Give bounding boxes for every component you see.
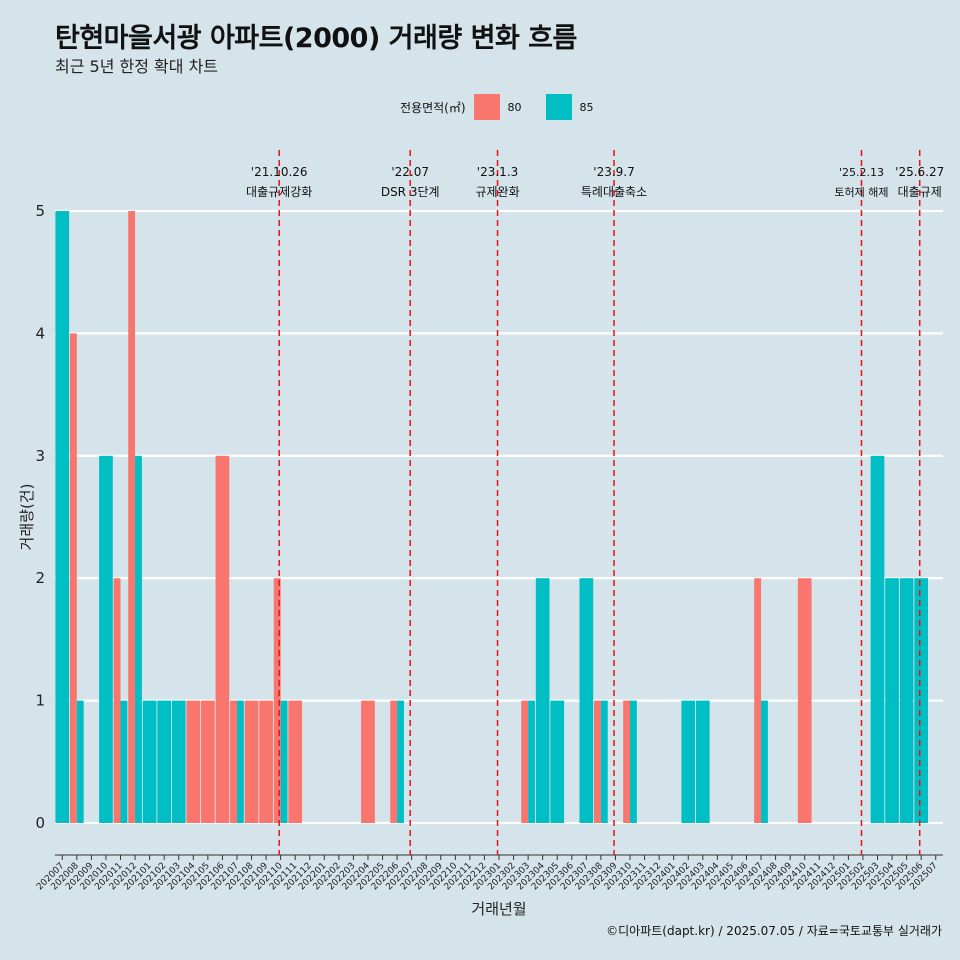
bar-85-202010: [99, 455, 113, 823]
chart-title: 탄현마을서광 아파트(2000) 거래량 변화 흐름: [55, 23, 577, 54]
event-label-3: 특례대출축소: [581, 185, 647, 199]
event-date-3: '23.9.7: [593, 165, 634, 179]
x-axis-title: 거래년월: [471, 900, 526, 918]
event-label-0: 대출규제강화: [246, 185, 312, 199]
legend-label-85: 85: [579, 100, 594, 114]
bar-85-202504: [885, 578, 899, 823]
bar-80-202110: [273, 578, 281, 823]
bar-80-202407: [754, 578, 762, 823]
bar-80-202206: [390, 700, 398, 823]
legend: 전용면적(㎡) 80 85: [400, 93, 618, 121]
bar-80-202104: [186, 700, 201, 823]
y-tick-label: 5: [35, 202, 45, 220]
bar-80-202204: [361, 700, 375, 823]
bar-80-202105: [201, 700, 215, 823]
event-date-2: '23.1.3: [477, 165, 518, 179]
y-tick-label: 1: [35, 692, 45, 710]
bar-80-202410: [797, 578, 812, 823]
bar-85-202303: [528, 700, 535, 823]
bar-85-202402: [681, 700, 696, 823]
bar-85-202305: [550, 700, 565, 823]
bar-85-202011: [120, 700, 128, 823]
bar-85-202206: [397, 700, 404, 823]
event-date-0: '21.10.26: [251, 165, 308, 179]
event-date-4: '25.2.13: [839, 166, 884, 179]
bar-85-202007: [55, 211, 70, 823]
bar-80-202108: [244, 700, 259, 823]
event-label-2: 규제완화: [475, 185, 519, 199]
legend-swatch-85: [545, 94, 572, 120]
bar-80-202308: [594, 700, 601, 823]
bar-85-202110: [280, 700, 288, 823]
bar-85-202012: [135, 455, 142, 823]
y-tick-label: 4: [35, 324, 45, 342]
event-label-4: 토허제 해제: [834, 185, 888, 199]
legend-swatch-80: [473, 94, 500, 120]
bar-85-202403: [695, 700, 710, 823]
bar-85-202310: [630, 700, 637, 823]
legend-title: 전용면적(㎡): [400, 100, 466, 115]
bar-85-202102: [157, 700, 172, 823]
bar-80-202011: [113, 578, 121, 823]
bar-80-202107: [230, 700, 237, 823]
chart-subtitle: 최근 5년 한정 확대 차트: [55, 57, 219, 76]
bar-85-202503: [870, 455, 885, 823]
bar-80-202303: [521, 700, 529, 823]
y-tick-label: 0: [35, 814, 45, 832]
bar-80-202109: [259, 700, 273, 823]
bar-80-202008: [69, 333, 77, 823]
bar-80-202012: [128, 211, 136, 823]
y-axis-title: 거래량(건): [18, 484, 36, 551]
event-date-5: '25.6.27: [895, 165, 944, 179]
bar-85-202304: [535, 578, 550, 823]
bar-85-202506: [914, 578, 929, 823]
bar-85-202407: [761, 700, 768, 823]
bar-85-202107: [236, 700, 244, 823]
bar-85-202008: [76, 700, 84, 823]
bar-80-202111: [288, 700, 303, 823]
bar-85-202101: [142, 700, 157, 823]
source-caption: ©디아파트(dapt.kr) / 2025.07.05 / 자료=국토교통부 실…: [606, 924, 942, 938]
y-tick-label: 2: [35, 569, 45, 587]
event-date-1: '22.07: [391, 165, 429, 179]
legend-label-80: 80: [507, 100, 522, 114]
bar-80-202106: [215, 455, 230, 823]
y-tick-label: 3: [35, 447, 45, 465]
bar-80-202310: [623, 700, 631, 823]
event-label-1: DSR 3단계: [381, 185, 440, 199]
event-label-5: 대출규제: [898, 185, 942, 199]
bar-85-202103: [171, 700, 186, 823]
bar-85-202308: [600, 700, 608, 823]
bar-85-202307: [579, 578, 594, 823]
bar-85-202505: [899, 578, 914, 823]
